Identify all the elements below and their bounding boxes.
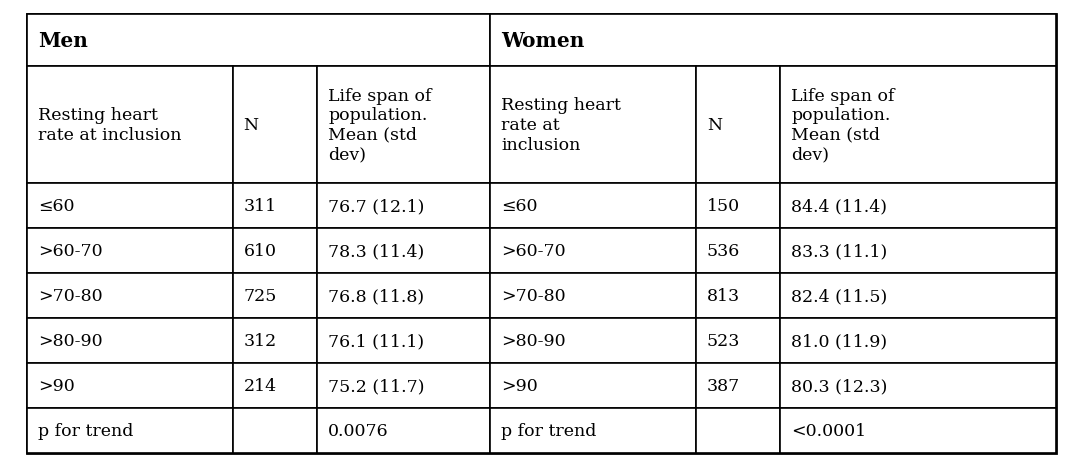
Bar (27, 229, 233, 274)
Bar (490, 67, 696, 184)
Bar (318, 363, 490, 408)
Bar (781, 274, 1056, 319)
Bar (318, 408, 490, 453)
Bar (490, 229, 696, 274)
Bar (233, 67, 318, 184)
Text: Life span of
population.
Mean (std
dev): Life span of population. Mean (std dev) (328, 88, 432, 163)
Bar (781, 67, 1056, 184)
Bar (696, 363, 781, 408)
Text: p for trend: p for trend (501, 422, 596, 439)
Text: 75.2 (11.7): 75.2 (11.7) (328, 377, 424, 394)
Text: >60-70: >60-70 (501, 243, 566, 260)
Bar (318, 319, 490, 363)
Bar (318, 184, 490, 229)
Text: 150: 150 (706, 198, 740, 215)
Bar (27, 274, 233, 319)
Text: 610: 610 (244, 243, 276, 260)
Text: Men: Men (38, 31, 87, 50)
Text: 82.4 (11.5): 82.4 (11.5) (792, 288, 888, 304)
Bar (318, 67, 490, 184)
Bar (696, 229, 781, 274)
Text: 81.0 (11.9): 81.0 (11.9) (792, 332, 888, 349)
Bar (233, 363, 318, 408)
Bar (696, 184, 781, 229)
Bar (233, 229, 318, 274)
Text: N: N (244, 117, 259, 134)
Text: 523: 523 (706, 332, 740, 349)
Bar (318, 274, 490, 319)
Text: Life span of
population.
Mean (std
dev): Life span of population. Mean (std dev) (792, 88, 894, 163)
Text: 78.3 (11.4): 78.3 (11.4) (328, 243, 424, 260)
Bar (490, 274, 696, 319)
Bar (233, 274, 318, 319)
Bar (233, 408, 318, 453)
Text: 80.3 (12.3): 80.3 (12.3) (792, 377, 888, 394)
Bar (490, 184, 696, 229)
Bar (27, 408, 233, 453)
Text: 312: 312 (244, 332, 276, 349)
Text: >80-90: >80-90 (501, 332, 566, 349)
Bar (781, 229, 1056, 274)
Bar (490, 15, 1056, 67)
Text: >60-70: >60-70 (38, 243, 103, 260)
Text: >80-90: >80-90 (38, 332, 103, 349)
Bar (27, 363, 233, 408)
Text: ≤60: ≤60 (38, 198, 75, 215)
Text: >90: >90 (501, 377, 538, 394)
Bar (490, 408, 696, 453)
Text: >70-80: >70-80 (38, 288, 103, 304)
Bar (781, 408, 1056, 453)
Text: 84.4 (11.4): 84.4 (11.4) (792, 198, 887, 215)
Text: 83.3 (11.1): 83.3 (11.1) (792, 243, 888, 260)
Bar (696, 319, 781, 363)
Text: 387: 387 (706, 377, 740, 394)
Text: >70-80: >70-80 (501, 288, 566, 304)
Text: >90: >90 (38, 377, 75, 394)
Text: 76.7 (12.1): 76.7 (12.1) (328, 198, 424, 215)
Bar (233, 184, 318, 229)
Text: p for trend: p for trend (38, 422, 133, 439)
Bar (27, 67, 233, 184)
Bar (696, 408, 781, 453)
Bar (696, 67, 781, 184)
Text: 311: 311 (244, 198, 276, 215)
Bar (781, 184, 1056, 229)
Text: Women: Women (501, 31, 584, 50)
Text: 725: 725 (244, 288, 278, 304)
Text: <0.0001: <0.0001 (792, 422, 866, 439)
Text: Resting heart
rate at
inclusion: Resting heart rate at inclusion (501, 97, 621, 153)
Bar (318, 229, 490, 274)
Bar (490, 363, 696, 408)
Text: Resting heart
rate at inclusion: Resting heart rate at inclusion (38, 107, 181, 144)
Text: 0.0076: 0.0076 (328, 422, 389, 439)
Text: 813: 813 (706, 288, 740, 304)
Bar (696, 274, 781, 319)
Bar (233, 319, 318, 363)
Text: ≤60: ≤60 (501, 198, 538, 215)
Text: 76.1 (11.1): 76.1 (11.1) (328, 332, 424, 349)
Bar (27, 15, 490, 67)
Bar (781, 363, 1056, 408)
Bar (27, 319, 233, 363)
Text: N: N (706, 117, 721, 134)
Bar (27, 184, 233, 229)
Text: 214: 214 (244, 377, 276, 394)
Text: 536: 536 (706, 243, 740, 260)
Bar (490, 319, 696, 363)
Bar (781, 319, 1056, 363)
Text: 76.8 (11.8): 76.8 (11.8) (328, 288, 424, 304)
